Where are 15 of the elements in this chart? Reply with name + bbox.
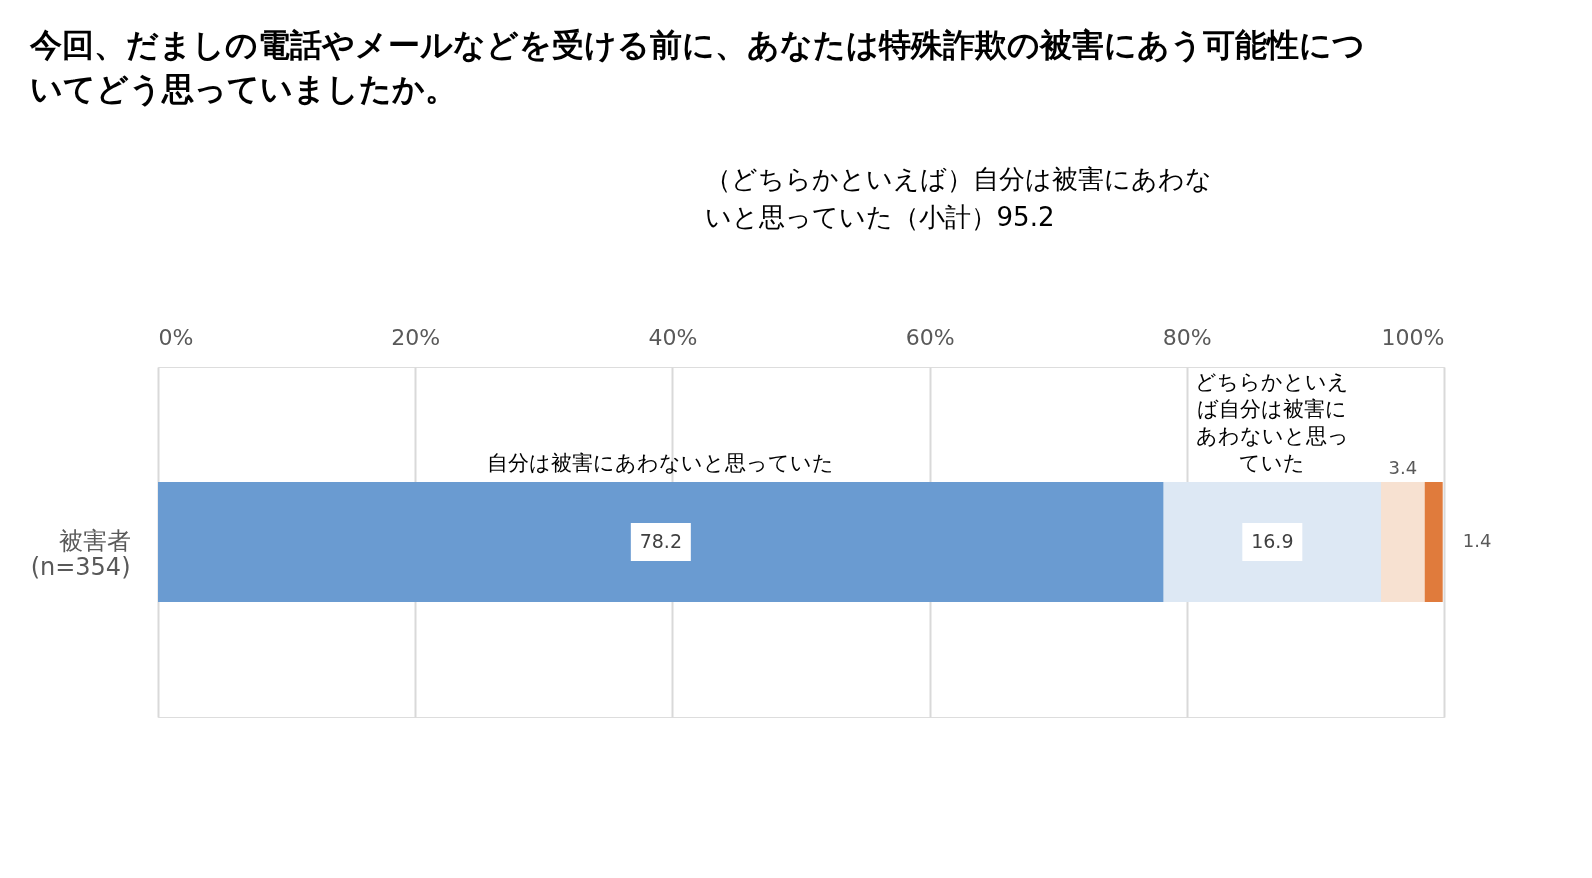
x-tick-label: 40% <box>648 324 698 350</box>
data-label: 1.4 <box>1462 530 1492 551</box>
y-tick-label: 被害者 (n=354) <box>30 527 131 581</box>
x-tick-label: 60% <box>905 324 955 350</box>
x-tick-label: 100% <box>1381 324 1445 350</box>
x-tick-label: 0% <box>158 324 194 350</box>
series-label: どちらかといえば自分は被害にあわないと思っていた <box>1195 370 1350 475</box>
text: （どちらかといえば）自分は被害にあわないと思っていた（小計）95.2 <box>704 164 1212 232</box>
series-label: 自分は被害にあわないと思っていた <box>487 451 835 475</box>
data-label: 16.9 <box>1251 530 1294 552</box>
chart-title: 今回、だましの電話やメールなどを受ける前に、あなたは特殊詐欺の被害にあう可能性についてどう思っていましたか。 <box>29 26 1366 108</box>
data-label: 78.2 <box>639 530 682 552</box>
data-label: 3.4 <box>1388 457 1418 478</box>
x-tick-label: 20% <box>391 324 441 350</box>
x-tick-label: 80% <box>1162 324 1212 350</box>
